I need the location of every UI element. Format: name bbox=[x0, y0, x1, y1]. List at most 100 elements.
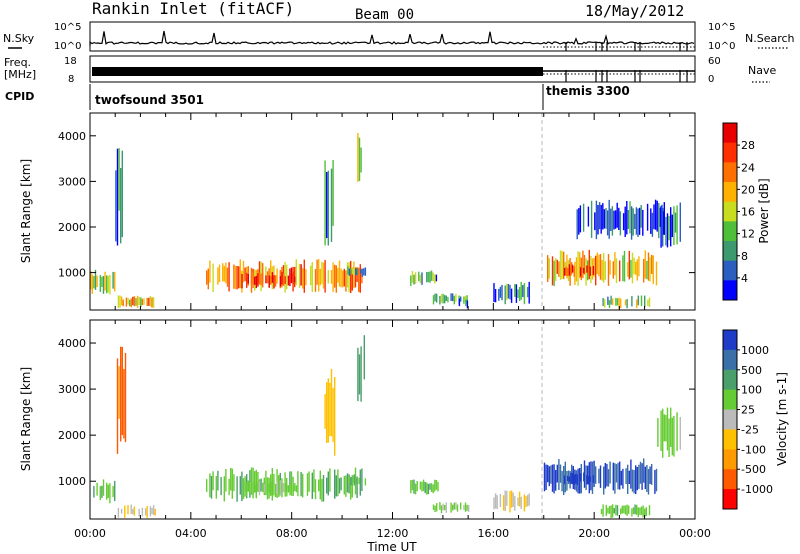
velocity-echo-streak bbox=[625, 468, 627, 484]
power-echo-streak bbox=[295, 259, 297, 286]
nave-label: Nave bbox=[748, 64, 776, 77]
velocity-echo-streak bbox=[263, 484, 266, 493]
velocity-echo-streak bbox=[212, 471, 214, 491]
power-echo-streak bbox=[234, 265, 237, 289]
time-tick-label: 08:00 bbox=[276, 527, 308, 540]
power-echo-region bbox=[115, 148, 123, 246]
power-echo-streak bbox=[260, 273, 262, 286]
power-echo-streak bbox=[561, 250, 563, 280]
power-echo-streak bbox=[327, 270, 329, 284]
power-echo-streak bbox=[274, 275, 277, 287]
velocity-echo-streak bbox=[351, 475, 354, 483]
power-echo-region bbox=[241, 270, 296, 289]
power-echo-streak bbox=[634, 213, 636, 229]
power-echo-streak bbox=[517, 289, 519, 298]
velocity-echo-streak bbox=[638, 464, 640, 489]
velocity-echo-streak bbox=[274, 483, 277, 497]
power-colorbar-tick-label: 28 bbox=[741, 139, 755, 152]
velocity-echo-streak bbox=[614, 463, 616, 494]
freq-dense-band bbox=[92, 67, 543, 76]
power-echo-streak bbox=[504, 285, 506, 305]
power-colorbar-segment bbox=[723, 182, 737, 203]
velocity-echo-streak bbox=[528, 493, 530, 506]
velocity-echo-streak bbox=[144, 508, 147, 516]
velocity-echo-streak bbox=[440, 505, 443, 514]
power-echo-streak bbox=[646, 203, 649, 231]
power-echo-streak bbox=[432, 272, 434, 282]
power-echo-streak bbox=[589, 266, 591, 276]
velocity-echo-streak bbox=[512, 492, 514, 507]
velocity-echo-streak bbox=[297, 471, 299, 497]
freq-panel: Freq. [MHz] 18 8 60 0 Nave bbox=[4, 55, 776, 85]
power-echo-streak bbox=[600, 204, 602, 234]
power-echo-streak bbox=[421, 272, 423, 285]
velocity-echo-streak bbox=[670, 407, 672, 447]
power-y-tick-label: 2000 bbox=[58, 221, 86, 234]
velocity-echo-streak bbox=[286, 484, 288, 497]
velocity-echo-streak bbox=[241, 471, 243, 502]
power-echo-streak bbox=[273, 265, 275, 284]
velocity-echo-streak bbox=[619, 461, 621, 490]
power-echo-streak bbox=[116, 148, 119, 246]
power-echo-region bbox=[547, 249, 658, 287]
velocity-echo-streak bbox=[604, 463, 606, 489]
power-echo-streak bbox=[132, 296, 134, 306]
power-echo-streak bbox=[651, 212, 654, 237]
velocity-colorbar-tick-label: -500 bbox=[741, 463, 766, 476]
velocity-echo-streak bbox=[615, 464, 618, 483]
velocity-echo-streak bbox=[206, 479, 208, 492]
velocity-echo-streak bbox=[583, 472, 585, 482]
velocity-echo-streak bbox=[236, 476, 238, 502]
power-echo-streak bbox=[603, 253, 605, 283]
velocity-echo-streak bbox=[292, 476, 294, 492]
power-echo-streak bbox=[140, 297, 142, 308]
velocity-echo-streak bbox=[120, 346, 122, 442]
velocity-echo-streak bbox=[286, 478, 288, 491]
velocity-echo-streak bbox=[300, 472, 302, 497]
velocity-echo-streak bbox=[121, 346, 123, 435]
power-echo-streak bbox=[623, 250, 626, 282]
power-echo-streak bbox=[265, 266, 267, 283]
power-y-axis-label: Slant Range [km] bbox=[19, 159, 33, 263]
power-echo-streak bbox=[577, 251, 579, 286]
power-echo-streak bbox=[120, 168, 122, 244]
power-echo-streak bbox=[494, 289, 497, 303]
velocity-colorbar-segment bbox=[723, 409, 737, 430]
time-tick-label: 16:00 bbox=[477, 527, 509, 540]
velocity-echo-streak bbox=[585, 465, 587, 490]
power-echo-streak bbox=[493, 283, 495, 303]
power-colorbar-segment bbox=[723, 162, 737, 183]
power-echo-streak bbox=[455, 293, 457, 302]
power-echo-streak bbox=[364, 267, 367, 276]
power-echo-streak bbox=[673, 206, 675, 245]
power-echo-streak bbox=[226, 267, 229, 287]
time-tick-label: 04:00 bbox=[175, 527, 207, 540]
power-echo-streak bbox=[300, 264, 302, 286]
velocity-echo-region bbox=[244, 479, 298, 498]
velocity-echo-streak bbox=[623, 505, 625, 514]
velocity-echo-streak bbox=[346, 473, 349, 493]
velocity-echo-streak bbox=[665, 415, 667, 442]
power-echo-streak bbox=[120, 296, 123, 306]
power-echo-region bbox=[576, 199, 665, 240]
power-echo-streak bbox=[605, 208, 607, 229]
velocity-echo-streak bbox=[364, 478, 367, 486]
power-echo-streak bbox=[627, 210, 630, 229]
power-echo-streak bbox=[238, 266, 240, 289]
power-echo-streak bbox=[676, 205, 678, 245]
velocity-echo-streak bbox=[324, 394, 326, 429]
velocity-echo-streak bbox=[543, 462, 546, 492]
cpid-mode-2: themis 3300 bbox=[546, 84, 630, 98]
velocity-echo-streak bbox=[436, 503, 438, 512]
velocity-echo-streak bbox=[270, 480, 272, 496]
power-echo-streak bbox=[258, 272, 261, 285]
nsearch-label: N.Search bbox=[745, 32, 795, 45]
power-echo-streak bbox=[644, 295, 646, 307]
velocity-echo-streak bbox=[359, 469, 361, 496]
power-echo-streak bbox=[330, 168, 333, 242]
velocity-echo-streak bbox=[663, 414, 665, 442]
power-echo-streak bbox=[452, 293, 454, 302]
velocity-echo-streak bbox=[468, 504, 470, 512]
power-echo-streak bbox=[671, 214, 673, 238]
